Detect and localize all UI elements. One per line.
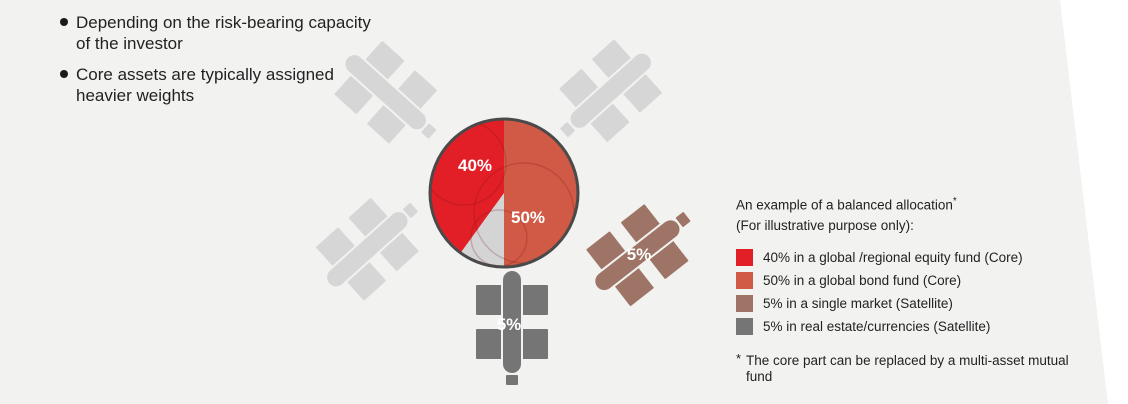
pie-label-bond: 50% — [511, 208, 545, 227]
bullet-text: Core assets are typically assigned heavi… — [76, 65, 334, 105]
legend-swatch — [736, 249, 753, 266]
satellite-module-icon — [302, 177, 441, 313]
pie-outline — [428, 117, 580, 269]
legend-list: 40% in a global /regional equity fund (C… — [736, 248, 1096, 337]
footnote-text: The core part can be replaced by a multi… — [746, 352, 1069, 384]
legend-item-single-market: 5% in a single market (Satellite) — [736, 294, 1096, 314]
legend-title: An example of a balanced allocation* (Fo… — [736, 196, 957, 233]
legend-subtitle: (For illustrative purpose only): — [736, 217, 914, 233]
pie-label-equity: 40% — [458, 156, 492, 175]
satellite-module-icon — [321, 28, 459, 164]
legend-title-asterisk: * — [952, 196, 957, 207]
pie-slice-bond — [504, 119, 578, 267]
pie-chart — [428, 117, 580, 269]
bullet-text: Depending on the risk-bearing capacity o… — [76, 13, 371, 53]
bullet-item: Core assets are typically assigned heavi… — [58, 64, 378, 106]
legend-item-real-estate: 5% in real estate/currencies (Satellite) — [736, 317, 1096, 337]
pie-label-single-market: 5% — [627, 245, 652, 264]
pie-slice-equity — [429, 119, 504, 253]
legend-item-equity: 40% in a global /regional equity fund (C… — [736, 248, 1096, 268]
legend-item-bond: 50% in a global bond fund (Core) — [736, 271, 1096, 291]
legend-swatch — [736, 318, 753, 335]
bullet-dot-icon — [60, 18, 68, 26]
bullet-item: Depending on the risk-bearing capacity o… — [58, 12, 378, 54]
legend-swatch — [736, 295, 753, 312]
bullet-list: Depending on the risk-bearing capacity o… — [58, 12, 378, 116]
legend-swatch — [736, 272, 753, 289]
footnote-asterisk: * — [736, 350, 742, 366]
footnote: * The core part can be replaced by a mul… — [736, 350, 1096, 385]
legend: An example of a balanced allocation* (Fo… — [736, 192, 1096, 385]
pie-label-real-estate: 5% — [497, 315, 522, 334]
bullet-dot-icon — [60, 70, 68, 78]
